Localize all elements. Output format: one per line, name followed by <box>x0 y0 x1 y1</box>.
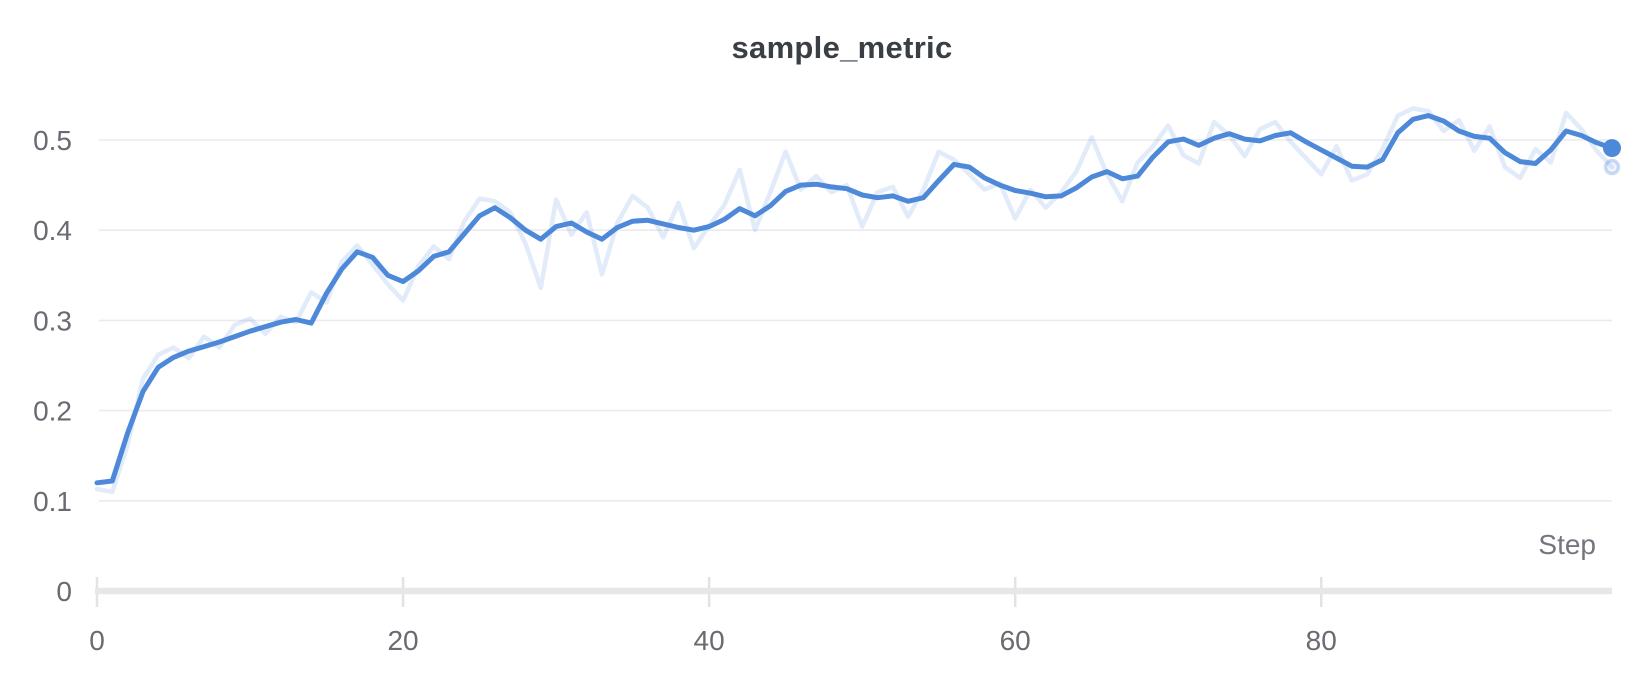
y-tick-label: 0.3 <box>33 305 72 336</box>
x-tick-label: 80 <box>1306 625 1337 656</box>
raw-line[interactable] <box>94 106 1615 495</box>
y-tick-label: 0.5 <box>33 125 72 156</box>
x-tick-label: 40 <box>694 625 725 656</box>
y-tick-label: 0.2 <box>33 396 72 427</box>
chart-title: sample_metric <box>731 30 953 65</box>
x-tick-label: 60 <box>1000 625 1031 656</box>
raw-end-marker[interactable] <box>1603 158 1621 176</box>
y-tick-label: 0.4 <box>33 215 72 246</box>
x-axis-title: Step <box>1538 529 1596 560</box>
y-tick-label: 0 <box>56 576 72 607</box>
x-tick-label: 20 <box>387 625 418 656</box>
smoothed-line[interactable] <box>94 113 1615 486</box>
y-tick-label: 0.1 <box>33 486 72 517</box>
end-point-dot[interactable] <box>1603 139 1621 158</box>
x-tick-label: 0 <box>89 625 105 656</box>
